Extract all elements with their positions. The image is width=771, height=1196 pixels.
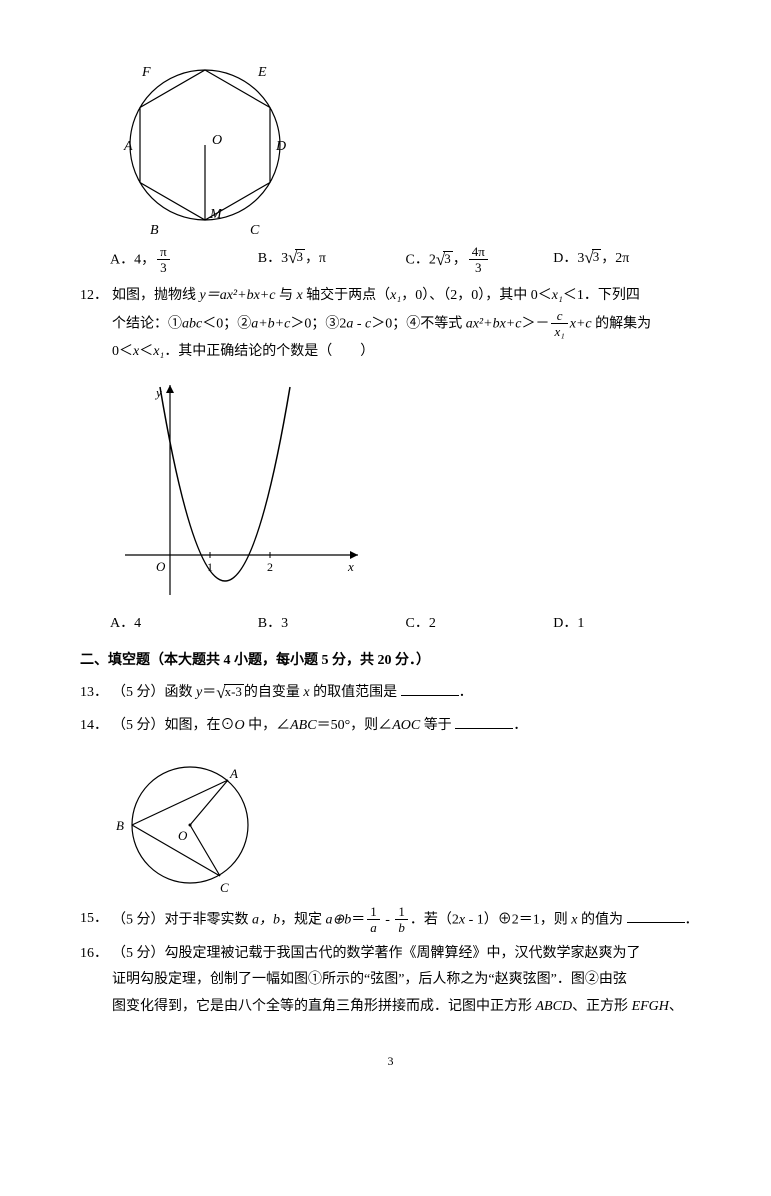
- tick-1: 1: [207, 560, 213, 574]
- q14: 14． （5 分）如图，在⊙O 中，∠ABC＝50°，则∠AOC 等于 ．: [80, 713, 701, 740]
- q15-body: （5 分）对于非零实数 a，b，规定 a⊕b＝1a - 1b．若（2x - 1）…: [112, 906, 701, 935]
- q13: 13． （5 分）函数 y＝√x-3的自变量 x 的取值范围是 ．: [80, 680, 701, 707]
- q11-figure: A B C D E F O M: [110, 50, 701, 240]
- label-F: F: [141, 65, 151, 80]
- q12-line1: 如图，抛物线 y＝ax²+bx+c 与 x 轴交于两点（x₁，0）、（2，0），…: [112, 283, 701, 310]
- q12-opt-C: C．2: [406, 611, 554, 638]
- circle-angle-svg: A B C O: [110, 750, 270, 900]
- q16: 16． （5 分）勾股定理被记载于我国古代的数学著作《周髀算经》中，汉代数学家赵…: [80, 941, 701, 968]
- q14-blank: [455, 714, 513, 729]
- parabola-svg: O x y 1 2: [110, 375, 370, 605]
- tick-2: 2: [267, 560, 273, 574]
- hexagon-circle-svg: A B C D E F O M: [110, 50, 300, 240]
- label-A: A: [123, 139, 133, 154]
- q11-opt-B: B．3√3，π: [258, 246, 406, 275]
- q13-num: 13．: [80, 680, 112, 707]
- page-root: A B C D E F O M A．4，π3 B．3√3，π C．2√3，4π3…: [0, 0, 771, 1196]
- label-C14: C: [220, 880, 229, 895]
- q16-line1: （5 分）勾股定理被记载于我国古代的数学著作《周髀算经》中，汉代数学家赵爽为了: [112, 941, 701, 968]
- q11-opt-D: D．3√3，2π: [553, 246, 701, 275]
- q12: 12． 如图，抛物线 y＝ax²+bx+c 与 x 轴交于两点（x₁，0）、（2…: [80, 283, 701, 310]
- q12-line3: 0＜x＜x₁．其中正确结论的个数是（ ）: [112, 339, 701, 366]
- q14-figure: A B C O: [110, 750, 701, 900]
- q12-opt-B: B．3: [258, 611, 406, 638]
- label-C: C: [250, 223, 260, 238]
- q15-blank: [627, 908, 685, 923]
- page-number: 3: [80, 1050, 701, 1073]
- q12-opt-D: D．1: [553, 611, 701, 638]
- q16-num: 16．: [80, 941, 112, 968]
- label-O: O: [212, 133, 222, 148]
- label-M: M: [209, 207, 223, 222]
- q15: 15． （5 分）对于非零实数 a，b，规定 a⊕b＝1a - 1b．若（2x …: [80, 906, 701, 935]
- label-A14: A: [229, 766, 238, 781]
- q13-body: （5 分）函数 y＝√x-3的自变量 x 的取值范围是 ．: [112, 680, 701, 707]
- label-y12: y: [154, 385, 162, 400]
- label-B: B: [150, 223, 159, 238]
- label-E: E: [257, 65, 267, 80]
- q16-line2: 证明勾股定理，创制了一幅如图①所示的“弦图”，后人称之为“赵爽弦图”．图②由弦: [112, 967, 701, 994]
- q16-line3: 图变化得到，它是由八个全等的直角三角形拼接而成．记图中正方形 ABCD、正方形 …: [112, 994, 701, 1021]
- label-x12: x: [347, 559, 354, 574]
- q14-body: （5 分）如图，在⊙O 中，∠ABC＝50°，则∠AOC 等于 ．: [112, 713, 701, 740]
- q11-opt-C: C．2√3，4π3: [406, 246, 554, 275]
- q12-num: 12．: [80, 283, 112, 310]
- q11-options: A．4，π3 B．3√3，π C．2√3，4π3 D．3√3，2π: [110, 246, 701, 275]
- section2-title: 二、填空题（本大题共 4 小题，每小题 5 分，共 20 分．）: [80, 648, 701, 675]
- q12-opt-A: A．4: [110, 611, 258, 638]
- q14-num: 14．: [80, 713, 112, 740]
- q11-opt-A: A．4，π3: [110, 246, 258, 275]
- q13-blank: [401, 681, 459, 696]
- q12-figure: O x y 1 2: [110, 375, 701, 605]
- q12-options: A．4 B．3 C．2 D．1: [110, 611, 701, 638]
- q15-num: 15．: [80, 906, 112, 933]
- label-O12: O: [156, 559, 166, 574]
- label-B14: B: [116, 818, 124, 833]
- q12-line2: 个结论：①abc＜0；②a+b+c＞0；③2a - c＞0；④不等式 ax²+b…: [112, 310, 701, 339]
- label-O14: O: [178, 828, 188, 843]
- label-D: D: [275, 139, 286, 154]
